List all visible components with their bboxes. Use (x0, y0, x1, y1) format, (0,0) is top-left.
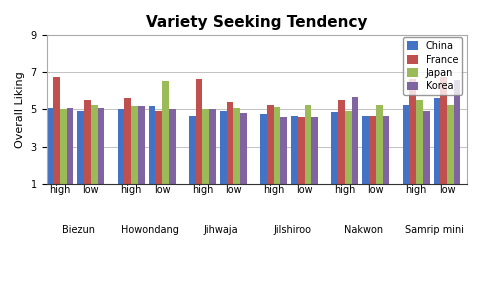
Bar (298, 117, 305, 184)
Bar (77, 111, 84, 184)
Bar (376, 105, 383, 184)
Bar (274, 107, 281, 184)
Legend: China, France, Japan, Korea: China, France, Japan, Korea (403, 37, 462, 95)
Bar (331, 112, 338, 184)
Bar (260, 114, 267, 184)
Bar (162, 81, 169, 184)
Bar (305, 105, 312, 184)
Bar (267, 105, 274, 184)
Bar (447, 105, 454, 184)
Bar (98, 108, 104, 184)
Bar (60, 109, 67, 184)
Text: Jilshiroo: Jilshiroo (273, 225, 312, 235)
Bar (53, 77, 60, 184)
Bar (196, 79, 202, 184)
Text: Nakwon: Nakwon (344, 225, 384, 235)
Bar (67, 108, 73, 184)
Bar (369, 116, 376, 184)
Title: Variety Seeking Tendency: Variety Seeking Tendency (146, 15, 368, 30)
Bar (345, 111, 352, 184)
Bar (423, 111, 429, 184)
Bar (291, 116, 298, 184)
Bar (227, 102, 233, 184)
Bar (281, 117, 287, 184)
Bar (46, 108, 53, 184)
Bar (149, 106, 156, 184)
Text: Howondang: Howondang (121, 225, 179, 235)
Bar (118, 110, 125, 184)
Bar (169, 110, 175, 184)
Bar (138, 106, 144, 184)
Bar (383, 116, 389, 184)
Bar (362, 116, 369, 184)
Bar (125, 98, 131, 184)
Y-axis label: Overall Liking: Overall Liking (15, 71, 25, 148)
Bar (189, 116, 196, 184)
Text: Biezun: Biezun (62, 225, 95, 235)
Bar (240, 113, 247, 184)
Bar (233, 108, 240, 184)
Bar (352, 98, 358, 184)
Bar (312, 117, 318, 184)
Bar (202, 110, 209, 184)
Bar (220, 111, 227, 184)
Bar (403, 105, 410, 184)
Bar (156, 111, 162, 184)
Bar (209, 110, 216, 184)
Bar (454, 80, 460, 184)
Bar (434, 98, 440, 184)
Bar (416, 100, 423, 184)
Text: Samrip mini: Samrip mini (405, 225, 465, 235)
Bar (338, 100, 345, 184)
Bar (410, 79, 416, 184)
Bar (84, 100, 91, 184)
Text: Jihwaja: Jihwaja (204, 225, 239, 235)
Bar (440, 77, 447, 184)
Bar (131, 106, 138, 184)
Bar (91, 105, 98, 184)
